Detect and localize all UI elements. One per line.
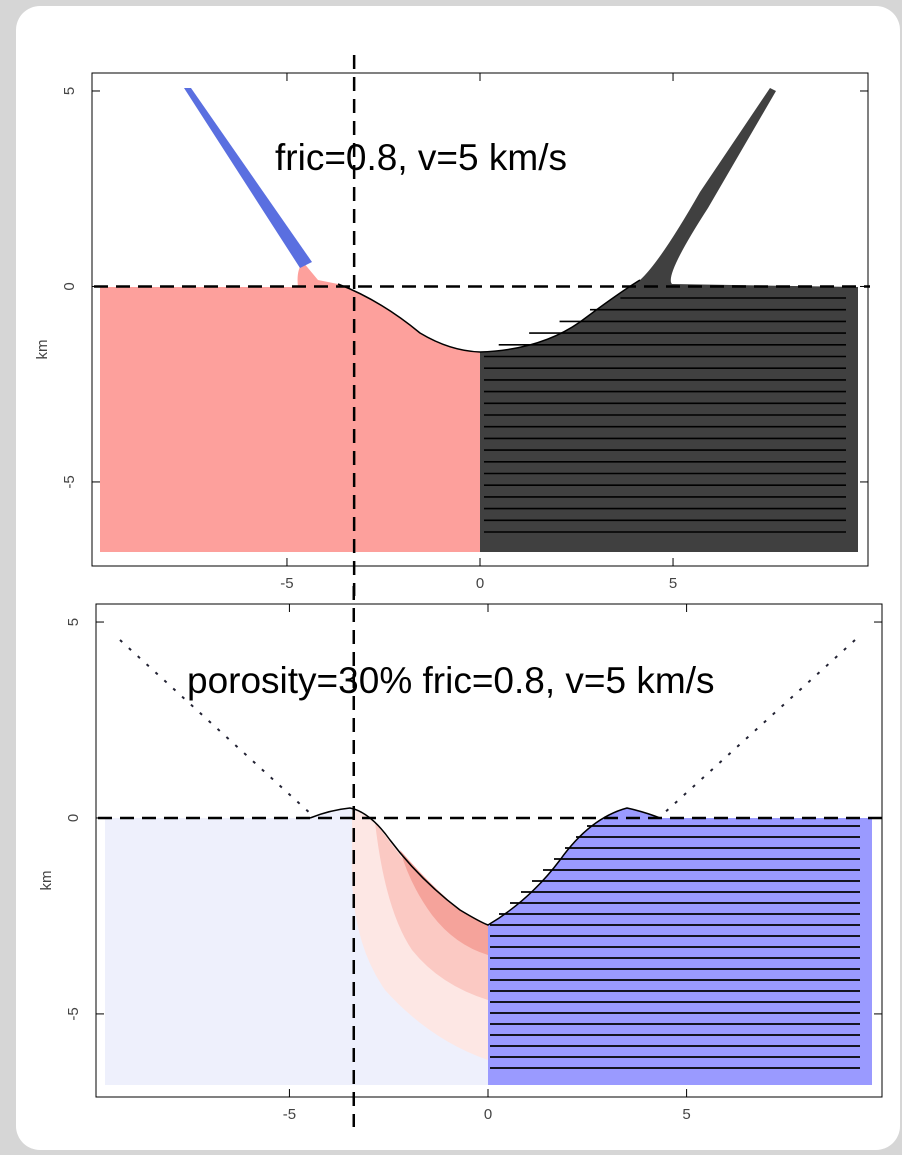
x-tick-label: 0	[484, 1106, 492, 1123]
bottom-simulation	[105, 639, 872, 1085]
y-tick-label: 5	[61, 87, 78, 95]
y-axis-label: km	[38, 871, 55, 891]
ejecta-dots	[119, 639, 856, 816]
target-left	[100, 262, 480, 552]
top-simulation	[100, 88, 858, 552]
y-tick-label: -5	[65, 1007, 82, 1020]
target-right	[480, 88, 858, 552]
y-tick-label: -5	[61, 475, 78, 488]
y-tick-label: 5	[65, 618, 82, 626]
x-tick-label: 5	[669, 575, 677, 592]
y-tick-label: 0	[65, 814, 82, 822]
annotation: porosity=30% fric=0.8, v=5 km/s	[187, 660, 715, 701]
x-tick-label: 0	[476, 575, 484, 592]
crater-surface	[337, 279, 641, 353]
annotation: fric=0.8, v=5 km/s	[275, 137, 567, 178]
y-tick-label: 0	[61, 282, 78, 290]
x-tick-label: -5	[280, 575, 293, 592]
x-tick-label: -5	[283, 1106, 296, 1123]
x-tick-label: 5	[682, 1106, 690, 1123]
y-axis-label: km	[34, 340, 51, 360]
plot-frame	[95, 603, 883, 1098]
ejecta-left	[184, 88, 312, 268]
crater-surface	[309, 807, 661, 926]
